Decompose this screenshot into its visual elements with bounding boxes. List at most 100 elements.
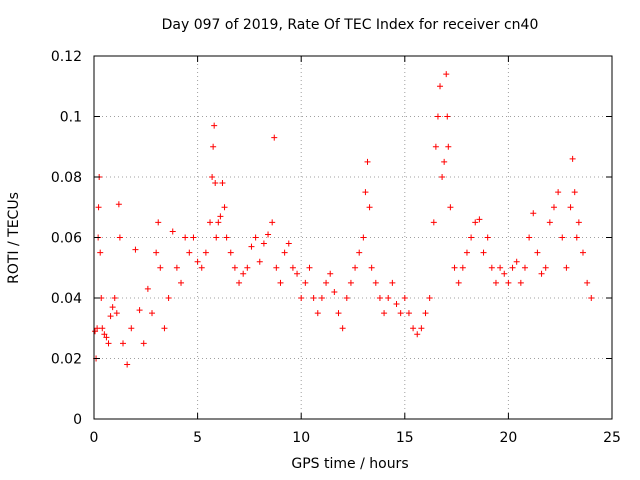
data-marker [372,279,379,286]
data-marker [115,201,122,208]
x-tick-label: 20 [499,430,517,446]
data-marker [521,264,528,271]
data-marker [95,204,102,211]
data-marker [441,158,448,165]
data-marker [463,249,470,256]
data-marker [107,313,114,320]
data-marker [273,264,280,271]
data-marker [223,234,230,241]
data-marker [430,219,437,226]
data-marker [155,219,162,226]
data-marker [360,234,367,241]
data-marker [182,234,189,241]
x-axis-label: GPS time / hours [291,456,409,472]
data-marker [244,264,251,271]
data-marker [389,279,396,286]
data-marker [422,310,429,317]
data-marker [153,249,160,256]
data-marker [144,285,151,292]
data-marker [298,295,305,301]
data-marker [426,295,433,301]
data-marker [381,310,388,317]
data-marker [356,249,363,256]
data-marker [113,310,120,317]
data-marker [366,204,373,211]
data-marker [343,295,350,301]
data-marker [385,295,392,301]
data-marker [306,264,313,271]
data-marker [92,328,99,335]
x-tick-label: 0 [90,430,99,446]
data-marker [217,213,224,220]
y-tick-label: 0 [73,412,82,428]
data-marker [331,288,338,295]
data-marker [207,219,214,226]
data-marker [231,264,238,271]
x-tick-label: 5 [193,430,202,446]
y-tick-label: 0.08 [51,170,82,186]
data-marker [285,240,292,247]
data-marker [120,340,127,347]
data-marker [579,249,586,256]
data-marker [575,219,582,226]
data-marker [550,204,557,211]
data-marker [480,249,487,256]
data-marker [165,295,172,301]
data-marker [445,143,452,150]
data-marker [526,234,533,241]
data-marker [546,219,553,226]
x-tick-label: 10 [292,430,310,446]
data-marker [443,71,450,78]
data-marker [584,279,591,286]
data-marker [221,204,228,211]
data-marker [105,340,112,347]
data-marker [569,155,576,162]
data-marker [209,174,216,180]
data-marker [116,234,123,241]
data-marker [124,361,131,368]
data-marker [327,270,334,277]
data-marker [401,295,408,301]
data-marker [393,301,400,308]
data-marker [559,234,566,241]
data-marker [101,331,108,338]
data-marker [219,180,226,187]
data-marker [505,279,512,286]
grid [94,56,612,419]
y-tick-label: 0.12 [51,49,82,65]
y-tick-label: 0.02 [51,352,82,368]
data-marker [314,310,321,317]
data-marker [588,295,595,301]
data-marker [302,279,309,286]
data-marker [281,249,288,256]
data-marker [509,264,516,271]
data-marker [161,325,168,332]
data-marker [252,234,259,241]
data-marker [109,304,116,311]
data-marker [432,143,439,150]
data-marker [410,325,417,332]
data-marker [538,270,545,277]
data-marker [497,264,504,271]
data-marker [157,264,164,271]
data-marker [352,264,359,271]
data-marker [211,122,218,129]
data-marker [339,325,346,332]
data-marker [455,279,462,286]
data-markers [92,71,595,368]
y-axis-label: ROTI / TECUs [6,192,22,284]
y-tick-label: 0.06 [51,231,82,247]
data-marker [418,325,425,332]
data-marker [186,249,193,256]
data-marker [542,264,549,271]
data-marker [447,204,454,211]
data-marker [517,279,524,286]
data-marker [94,325,101,332]
data-marker [484,234,491,241]
data-marker [472,219,479,226]
data-marker [198,264,205,271]
data-marker [213,234,220,241]
data-marker [169,228,176,235]
data-marker [269,219,276,226]
